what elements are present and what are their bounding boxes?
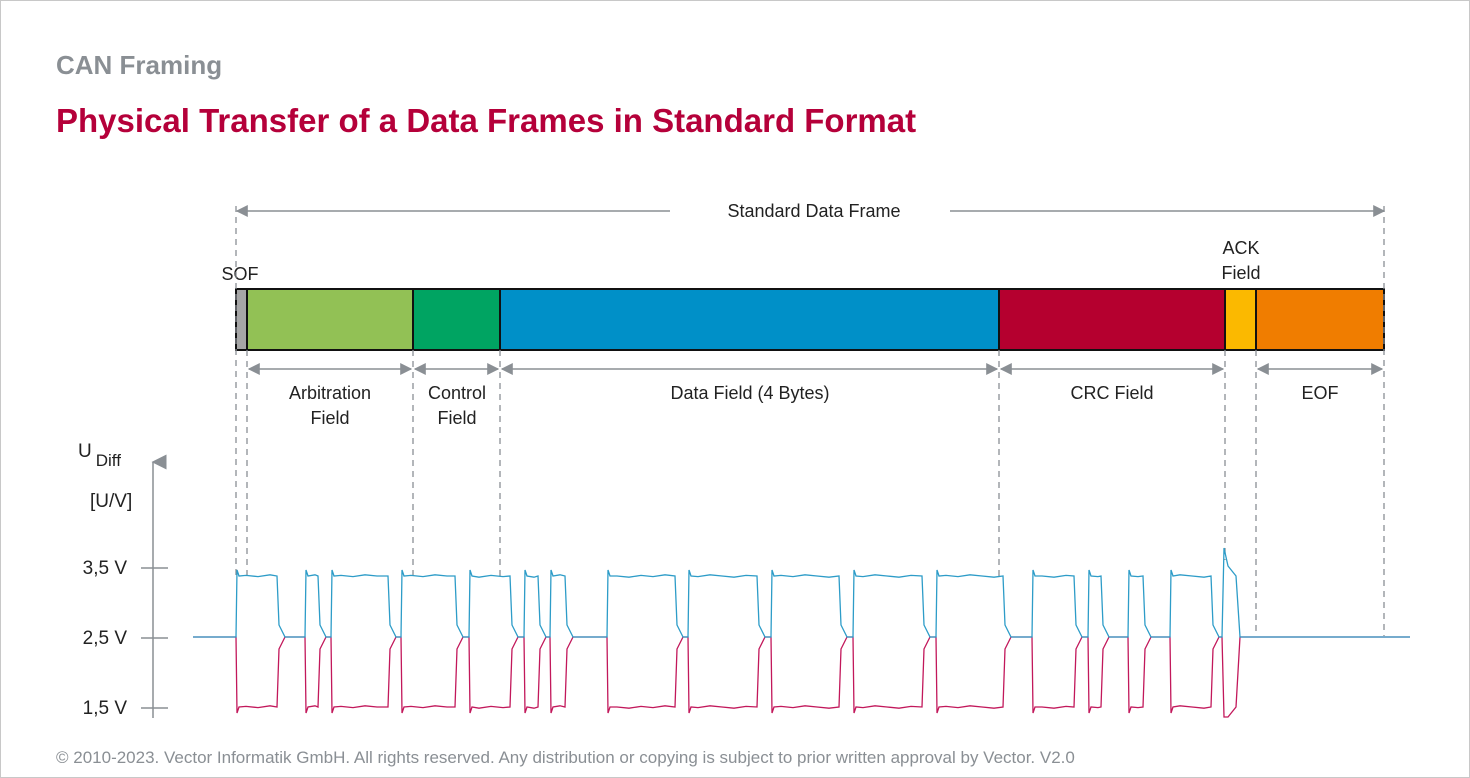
control-label-2: Field — [437, 408, 476, 428]
field-box-crc — [998, 288, 1226, 351]
y-tick-2-5: 2,5 V — [83, 628, 128, 649]
y-axis-label: U Diff — [78, 441, 121, 470]
footer-copyright: © 2010-2023. Vector Informatik GmbH. All… — [56, 748, 1075, 767]
control-label-1: Control — [428, 383, 486, 403]
can-high-signal — [193, 547, 1410, 638]
page-title: Physical Transfer of a Data Frames in St… — [56, 102, 917, 139]
y-axis-ticks — [141, 567, 168, 709]
field-box-data — [499, 288, 1000, 351]
can-low-signal — [193, 636, 1410, 718]
frame-title: Standard Data Frame — [727, 201, 900, 221]
crc-field-label: CRC Field — [1070, 383, 1153, 403]
frame-fields — [235, 288, 1385, 351]
sof-label: SOF — [221, 264, 258, 284]
y-tick-3-5: 3,5 V — [83, 558, 128, 579]
field-box-ack — [1224, 288, 1257, 351]
field-box-arbitration — [246, 288, 414, 351]
field-box-sof — [235, 288, 248, 351]
field-box-control — [412, 288, 501, 351]
field-box-eof — [1255, 288, 1385, 351]
eof-label: EOF — [1301, 383, 1338, 403]
ack-label-line1: ACK — [1222, 238, 1259, 258]
section-title: CAN Framing — [56, 50, 223, 80]
field-guides — [235, 206, 1385, 636]
arbitration-label-2: Field — [310, 408, 349, 428]
y-tick-1-5: 1,5 V — [83, 698, 128, 719]
arbitration-label-1: Arbitration — [289, 383, 371, 403]
y-axis-unit: [U/V] — [90, 491, 132, 512]
ack-label-line2: Field — [1221, 263, 1260, 283]
data-field-label: Data Field (4 Bytes) — [670, 383, 829, 403]
